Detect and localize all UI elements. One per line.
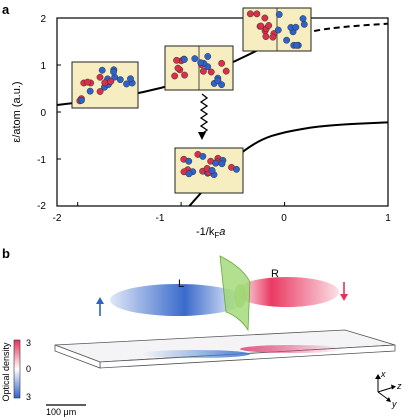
colorbar-mid-label: 0 — [26, 364, 31, 374]
colorbar-bottom-label: 3 — [26, 392, 31, 402]
right-reservoir-label: R — [271, 268, 279, 280]
spin-down-atom — [98, 66, 106, 74]
spin-down-atom — [274, 26, 282, 34]
spin-up-atom — [96, 88, 104, 95]
spin-up-atom — [174, 64, 182, 72]
spin-up-atom — [257, 22, 265, 30]
spin-down-arrow-head-icon — [340, 294, 348, 301]
coordinate-axes-icon — [375, 374, 396, 402]
spin-down-atom — [283, 36, 291, 44]
spin-down-atom — [293, 41, 301, 49]
spin-down-atom — [116, 76, 124, 84]
spin-up-atom — [107, 78, 115, 85]
tick-marks — [57, 17, 389, 207]
spin-up-arrow-head-icon — [96, 297, 104, 304]
spin-down-atom — [185, 170, 193, 178]
spin-down-atom — [199, 153, 207, 160]
spin-up-atom — [269, 33, 277, 41]
spin-up-atom — [199, 67, 207, 75]
spin-down-atom — [275, 11, 283, 18]
left-reservoir-label: L — [178, 278, 184, 290]
image-right-cloud — [240, 345, 344, 353]
spin-down-atom — [212, 159, 220, 167]
scalebar-label: 100 μm — [46, 407, 76, 417]
x-tick-label: -1 — [156, 213, 165, 224]
spin-up-atom — [218, 59, 226, 67]
spin-down-atom — [204, 53, 212, 60]
y-tick-label: -1 — [37, 155, 46, 166]
barrier-overlap — [234, 284, 246, 308]
spin-down-atom — [197, 59, 205, 67]
y-tick-label: -2 — [37, 201, 46, 212]
spin-up-atom — [96, 73, 104, 81]
spin-up-atom — [253, 10, 261, 18]
colorbar-title: Optical density — [1, 342, 11, 402]
y-tick-label: 0 — [40, 108, 46, 119]
spin-up-atom — [173, 56, 180, 64]
image-plane-edge — [54, 344, 101, 369]
panel-b-label: b — [2, 246, 10, 261]
spin-down-atom — [78, 96, 85, 104]
axis-x-label: x — [380, 369, 386, 379]
spin-down-atom — [300, 20, 308, 28]
y-axis-label: ε/atom (a.u.) — [11, 81, 23, 142]
spin-down-atom — [123, 80, 130, 88]
spin-up-atom — [84, 78, 91, 86]
colorbar — [13, 339, 21, 399]
x-axis-label: -1/kFa — [196, 226, 225, 240]
y-tick-label: 2 — [40, 14, 46, 25]
spin-down-atom — [233, 165, 240, 173]
x-tick-label: 1 — [385, 213, 391, 224]
image-left-cloud — [140, 350, 250, 358]
spin-up-atom — [262, 33, 270, 40]
spin-up-atom — [246, 10, 254, 18]
spin-down-atom — [214, 77, 222, 84]
spin-down-atom — [86, 87, 94, 95]
x-tick-label: 0 — [281, 213, 287, 224]
spin-up-atom — [101, 79, 109, 87]
axis-y-label: y — [391, 399, 397, 409]
arrow-head-icon — [198, 132, 206, 140]
spin-up-atom — [261, 14, 269, 22]
spin-up-atom — [181, 71, 188, 79]
spin-down-atom — [299, 15, 307, 23]
y-tick-label: 1 — [40, 61, 46, 72]
spin-up-atom — [265, 22, 273, 29]
energy-plot: 2 1 0 -1 -2 -2 -1 0 1 ε/atom (a.u.) -1/k… — [11, 14, 391, 240]
spin-down-atom — [218, 160, 226, 168]
panel-a-label: a — [2, 2, 10, 17]
spin-down-atom — [292, 23, 300, 31]
right-cloud — [235, 277, 339, 307]
left-cloud — [110, 284, 246, 316]
spin-down-atom — [110, 68, 117, 76]
coupling-wave-icon — [199, 93, 209, 135]
axis-z-label: z — [396, 381, 402, 391]
spin-down-atom — [185, 157, 193, 165]
spin-down-atom — [191, 55, 199, 63]
spin-down-atom — [127, 75, 134, 83]
atoms — [76, 10, 308, 179]
x-tick-label: -2 — [53, 213, 62, 224]
spin-down-atom — [180, 56, 188, 63]
colorbar-top-label: 3 — [26, 338, 31, 348]
spin-down-atom — [208, 167, 216, 174]
spin-up-atom — [171, 72, 179, 80]
spin-up-atom — [222, 67, 230, 75]
spin-up-atom — [207, 68, 215, 76]
